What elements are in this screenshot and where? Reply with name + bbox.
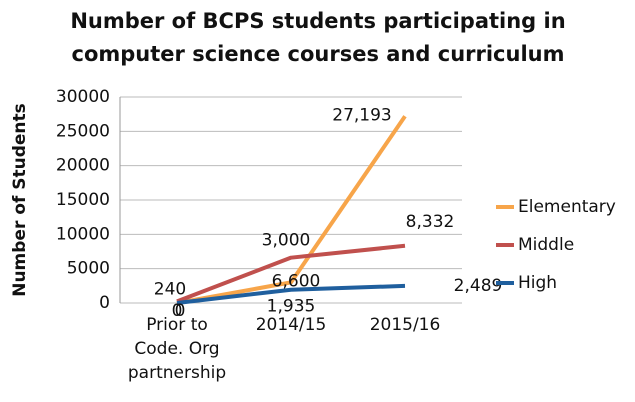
legend-label: High (518, 273, 557, 293)
x-tick-label: 2015/16 (370, 315, 441, 335)
x-tick-label: 2014/15 (256, 315, 327, 335)
chart-title: computer science courses and curriculum (72, 42, 565, 66)
y-tick-label: 25000 (56, 121, 110, 141)
legend-label: Middle (518, 235, 574, 255)
y-tick-label: 5000 (67, 259, 110, 279)
data-label: 8,332 (406, 212, 455, 232)
chart-title: Number of BCPS students participating in (70, 9, 565, 33)
data-label: 27,193 (332, 105, 391, 125)
legend-label: Elementary (518, 197, 616, 217)
series-line (176, 115, 407, 305)
y-tick-label: 10000 (56, 224, 110, 244)
data-label: 2,489 (454, 276, 503, 296)
x-tick-label: Code. Org (134, 339, 219, 359)
y-tick-label: 0 (99, 293, 110, 313)
data-label: 0 (175, 301, 186, 321)
data-label: 3,000 (262, 230, 311, 250)
x-tick-label: partnership (128, 363, 226, 383)
data-label: 1,935 (267, 297, 316, 317)
series-line (176, 283, 406, 305)
y-tick-label: 30000 (56, 87, 110, 107)
y-axis-title: Number of Students (10, 103, 30, 297)
series-line (176, 243, 406, 304)
y-tick-label: 20000 (56, 156, 110, 176)
data-label: 240 (154, 279, 186, 299)
data-label: 6,600 (272, 272, 321, 292)
data-label: 0 (172, 301, 183, 321)
y-tick-label: 15000 (56, 190, 110, 210)
x-tick-label: Prior to (146, 315, 208, 335)
